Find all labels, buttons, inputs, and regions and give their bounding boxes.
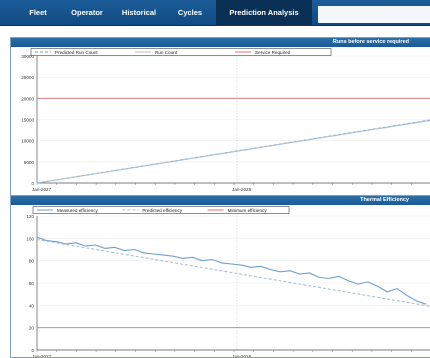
runs-legend-label: Predicted Run Count (55, 50, 98, 55)
runs-legend-label: Service Required (255, 50, 291, 55)
efficiency-panel-title: Thermal Efficiency (360, 197, 409, 203)
runs-panel-header: Runs before service required (11, 38, 430, 47)
tab-historical[interactable]: Historical (121, 8, 157, 17)
efficiency-y-tick-label: 60 (29, 281, 35, 286)
runs-panel-title: Runs before service required (332, 39, 409, 45)
topbar-blank-area (318, 6, 430, 23)
efficiency-y-tick-label: 80 (29, 259, 35, 264)
efficiency-panel: Thermal Efficiency 0 20 40 60 80 100 120 Jan-20… (10, 195, 430, 358)
efficiency-series-measured-efficiency (36, 236, 427, 305)
efficiency-y-tick-label: 100 (26, 236, 34, 241)
runs-x-tick-label: Jan-2027 (32, 187, 52, 192)
efficiency-y-tick-label: 20 (29, 326, 35, 331)
runs-legend-label: Run Count (155, 50, 178, 55)
runs-y-tick-label: 15000 (21, 118, 34, 123)
efficiency-legend-label: Predicted efficiency (142, 208, 182, 213)
tab-fleet[interactable]: Fleet (29, 8, 47, 17)
runs-y-tick-label: 25000 (21, 75, 34, 80)
efficiency-legend-label: Minimum efficiency (228, 208, 268, 213)
runs-legend (30, 48, 332, 56)
runs-y-tick-label: 0 (31, 181, 34, 186)
tab-cycles[interactable]: Cycles (177, 8, 203, 17)
efficiency-y-tick-label: 0 (31, 348, 34, 353)
runs-y-tick-label: 20000 (21, 96, 34, 101)
efficiency-legend-label: Measured efficiency (57, 208, 98, 213)
efficiency-series-predicted-efficiency (36, 238, 430, 307)
efficiency-y-tick-label: 40 (29, 303, 35, 308)
runs-y-tick-label: 10000 (21, 139, 34, 144)
runs-chart: 0 5000 10000 15000 20000 25000 30000 Jan-2027 Ja… (21, 48, 430, 192)
runs-series-run-count (36, 119, 430, 184)
runs-panel: Runs before service required 0 5000 10000 1… (10, 37, 430, 196)
runs-y-tick-label: 5000 (24, 160, 35, 165)
tab-operator[interactable]: Operator (71, 8, 103, 17)
top-navigation: Fleet Operator Historical Cycles Predict… (0, 0, 430, 26)
runs-y-tick-label: 30000 (21, 54, 34, 59)
efficiency-y-tick-label: 120 (26, 214, 34, 219)
efficiency-legend (32, 206, 290, 214)
tab-prediction-analysis[interactable]: Prediction Analysis (216, 0, 312, 25)
efficiency-panel-header: Thermal Efficiency (11, 196, 430, 205)
runs-x-tick-label: Jan-2028 (232, 187, 252, 192)
